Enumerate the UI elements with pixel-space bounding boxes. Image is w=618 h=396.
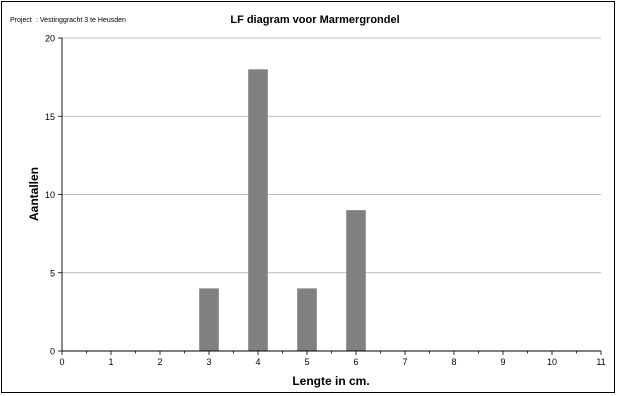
x-tick-label-2: 2: [157, 357, 162, 367]
y-tick-labels: 0 5 10 15 20: [45, 34, 55, 357]
bar-6: [346, 210, 366, 351]
y-tick-label-10: 10: [45, 190, 55, 200]
bar-5: [297, 288, 317, 351]
x-tick-label-8: 8: [451, 357, 456, 367]
bars: [199, 69, 366, 352]
x-tick-labels: 0 1 2 3 4 5 6 7 8 9 10 11: [59, 357, 605, 367]
project-label: Project: [10, 17, 32, 24]
x-tick-label-9: 9: [500, 357, 505, 367]
x-axis-label: Lengte in cm.: [292, 374, 369, 388]
x-tick-label-11: 11: [596, 357, 605, 367]
x-tick-label-3: 3: [206, 357, 211, 367]
chart-title: LF diagram voor Marmergrondel: [230, 14, 399, 26]
bar-3: [199, 288, 219, 351]
axes: [58, 37, 602, 355]
bar-4: [248, 69, 268, 352]
y-tick-label-15: 15: [45, 112, 55, 122]
project-value: : Vestinggracht 3 te Heusden: [36, 17, 126, 24]
y-tick-label-0: 0: [50, 347, 55, 357]
x-tick-label-0: 0: [59, 357, 64, 367]
x-tick-label-10: 10: [547, 357, 557, 367]
y-tick-label-20: 20: [45, 34, 55, 44]
gridlines: [62, 37, 601, 274]
y-tick-label-5: 5: [50, 268, 55, 278]
x-tick-label-4: 4: [255, 357, 260, 367]
x-tick-label-7: 7: [402, 357, 407, 367]
x-tick-label-5: 5: [304, 357, 309, 367]
y-axis-label: Aantallen: [27, 167, 41, 221]
x-tick-label-6: 6: [353, 357, 358, 367]
x-tick-label-1: 1: [108, 357, 113, 367]
